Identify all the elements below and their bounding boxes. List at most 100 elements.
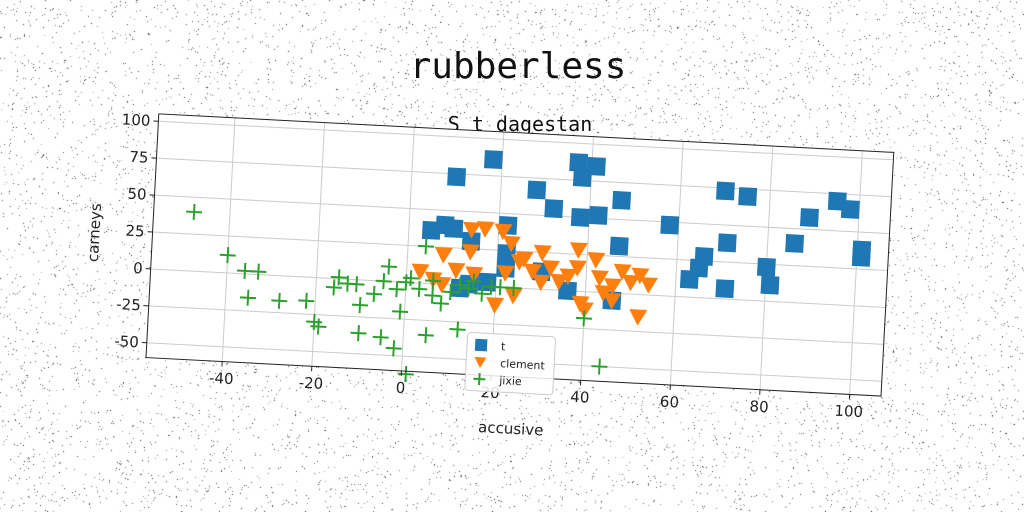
x-tick-label: -40 (209, 369, 234, 388)
data-point-t (760, 275, 780, 295)
data-point-clement (496, 265, 515, 282)
data-point-clement (463, 221, 482, 239)
data-point-clement (604, 278, 623, 295)
data-point-jixie (397, 366, 414, 383)
data-point-clement (622, 274, 641, 292)
data-point-clement (629, 309, 648, 326)
x-tick-label: 80 (749, 397, 769, 416)
data-point-t (609, 236, 629, 256)
data-point-clement (603, 292, 622, 310)
y-tick-label: 0 (133, 259, 143, 277)
legend-label-jixie: jixie (498, 374, 522, 388)
data-point-clement (640, 277, 659, 294)
data-point-t (738, 187, 758, 207)
data-point-clement (575, 301, 594, 319)
data-point-jixie (424, 287, 441, 304)
data-point-jixie (239, 289, 257, 306)
data-point-t (612, 190, 632, 210)
data-point-clement (434, 247, 453, 264)
y-gridline (156, 157, 892, 198)
y-tick-label: 50 (127, 185, 147, 204)
data-point-jixie (385, 340, 402, 357)
data-point-jixie (388, 281, 405, 298)
y-tick-label: -50 (114, 332, 139, 351)
x-tick-label: 0 (395, 379, 405, 397)
data-point-t (800, 208, 819, 228)
legend-label-clement: clement (500, 357, 546, 372)
data-point-t (756, 257, 776, 277)
y-tick-label: 25 (125, 222, 145, 241)
data-point-jixie (330, 269, 348, 286)
data-point-jixie (310, 318, 327, 335)
data-point-clement (533, 244, 552, 262)
y-gridline (148, 305, 884, 345)
data-point-t (586, 156, 606, 176)
data-point-t (694, 247, 714, 266)
legend-marker-clement (474, 356, 487, 369)
data-point-jixie (451, 277, 468, 294)
data-point-jixie (575, 310, 593, 327)
data-point-t (527, 180, 547, 200)
data-point-jixie (473, 285, 490, 302)
data-point-clement (631, 267, 650, 285)
data-point-jixie (350, 325, 367, 342)
data-point-clement (476, 221, 495, 238)
legend: t clement jixie (464, 332, 556, 396)
data-point-t (785, 233, 805, 253)
data-point-clement (411, 263, 430, 281)
data-point-clement (613, 263, 632, 281)
data-point-clement (569, 242, 588, 259)
data-point-jixie (411, 280, 428, 297)
data-point-clement (590, 269, 609, 287)
data-point-jixie (351, 297, 369, 314)
x-gridline (669, 141, 684, 386)
data-point-jixie (236, 262, 253, 279)
data-point-t (717, 233, 737, 253)
x-axis-label: accusive (478, 418, 544, 439)
data-point-t (557, 281, 577, 301)
data-point-t (840, 199, 860, 219)
data-point-jixie (465, 273, 482, 290)
data-point-jixie (591, 358, 608, 375)
x-tick-label: 40 (570, 388, 590, 407)
data-point-jixie (271, 292, 288, 309)
x-gridline (400, 127, 415, 371)
data-point-clement (502, 235, 521, 253)
data-point-jixie (432, 295, 449, 312)
chart-title: rubberless (410, 46, 627, 87)
data-point-clement (532, 274, 551, 291)
data-point-jixie (425, 272, 442, 289)
data-point-jixie (375, 273, 392, 290)
legend-marker-jixie (473, 372, 486, 386)
data-point-jixie (442, 284, 459, 301)
data-point-clement (550, 273, 569, 291)
legend-marker-t (474, 338, 488, 352)
data-point-clement (447, 262, 466, 280)
data-point-clement (523, 263, 542, 281)
data-point-jixie (186, 203, 203, 221)
y-tick-label: 75 (129, 148, 149, 167)
data-point-t (715, 279, 735, 299)
data-point-t (570, 207, 590, 227)
data-point-jixie (449, 321, 466, 338)
data-point-t (544, 199, 564, 219)
legend-box (464, 332, 556, 396)
data-point-jixie (392, 303, 409, 320)
data-point-jixie (325, 279, 342, 296)
data-point-jixie (402, 270, 419, 287)
data-point-jixie (219, 247, 236, 264)
data-point-jixie (417, 327, 434, 344)
y-tick-label: -25 (116, 295, 141, 314)
data-point-jixie (492, 279, 509, 296)
data-point-jixie (505, 279, 522, 297)
data-point-t (716, 181, 735, 201)
y-tick-label: 100 (121, 110, 151, 129)
x-gridline (849, 150, 863, 395)
data-point-jixie (365, 285, 383, 303)
data-point-t (851, 247, 871, 267)
data-point-clement (462, 243, 480, 261)
data-point-t (588, 205, 608, 225)
data-point-clement (504, 287, 523, 305)
